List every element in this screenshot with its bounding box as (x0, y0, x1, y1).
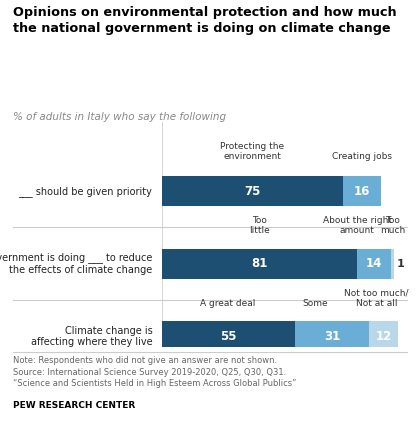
Bar (391, 248, 394, 279)
Text: PEW RESEARCH CENTER: PEW RESEARCH CENTER (13, 401, 135, 410)
Text: 31: 31 (324, 330, 340, 343)
Text: ___ should be given priority: ___ should be given priority (18, 186, 152, 197)
Bar (370, 321, 399, 352)
Bar (357, 248, 391, 279)
Bar (162, 321, 294, 352)
Text: Climate change is
affecting where they live: Climate change is affecting where they l… (31, 325, 152, 347)
Text: Government is doing ___ to reduce
the effects of climate change: Government is doing ___ to reduce the ef… (0, 253, 152, 275)
Bar (294, 321, 370, 352)
Text: A great deal: A great deal (200, 298, 256, 308)
Text: 75: 75 (244, 185, 260, 197)
Text: Note: Respondents who did not give an answer are not shown.
Source: Internationa: Note: Respondents who did not give an an… (13, 356, 296, 388)
Text: Too
little: Too little (249, 216, 270, 235)
Text: 1: 1 (397, 259, 405, 269)
Text: Protecting the
environment: Protecting the environment (220, 142, 284, 161)
Text: 16: 16 (354, 185, 370, 197)
Text: 12: 12 (376, 330, 392, 343)
Text: Opinions on environmental protection and how much
the national government is doi: Opinions on environmental protection and… (13, 6, 396, 35)
Text: Creating jobs: Creating jobs (332, 152, 392, 161)
Text: Too
much: Too much (380, 216, 405, 235)
Text: Not too much/
Not at all: Not too much/ Not at all (344, 288, 409, 308)
Bar (343, 176, 381, 206)
Text: Some: Some (302, 298, 328, 308)
Text: About the right
amount: About the right amount (323, 216, 392, 235)
Text: 81: 81 (251, 257, 268, 270)
Text: 14: 14 (366, 257, 382, 270)
Text: % of adults in Italy who say the following: % of adults in Italy who say the followi… (13, 112, 226, 122)
Bar (162, 176, 343, 206)
Bar (162, 248, 357, 279)
Text: 55: 55 (220, 330, 236, 343)
